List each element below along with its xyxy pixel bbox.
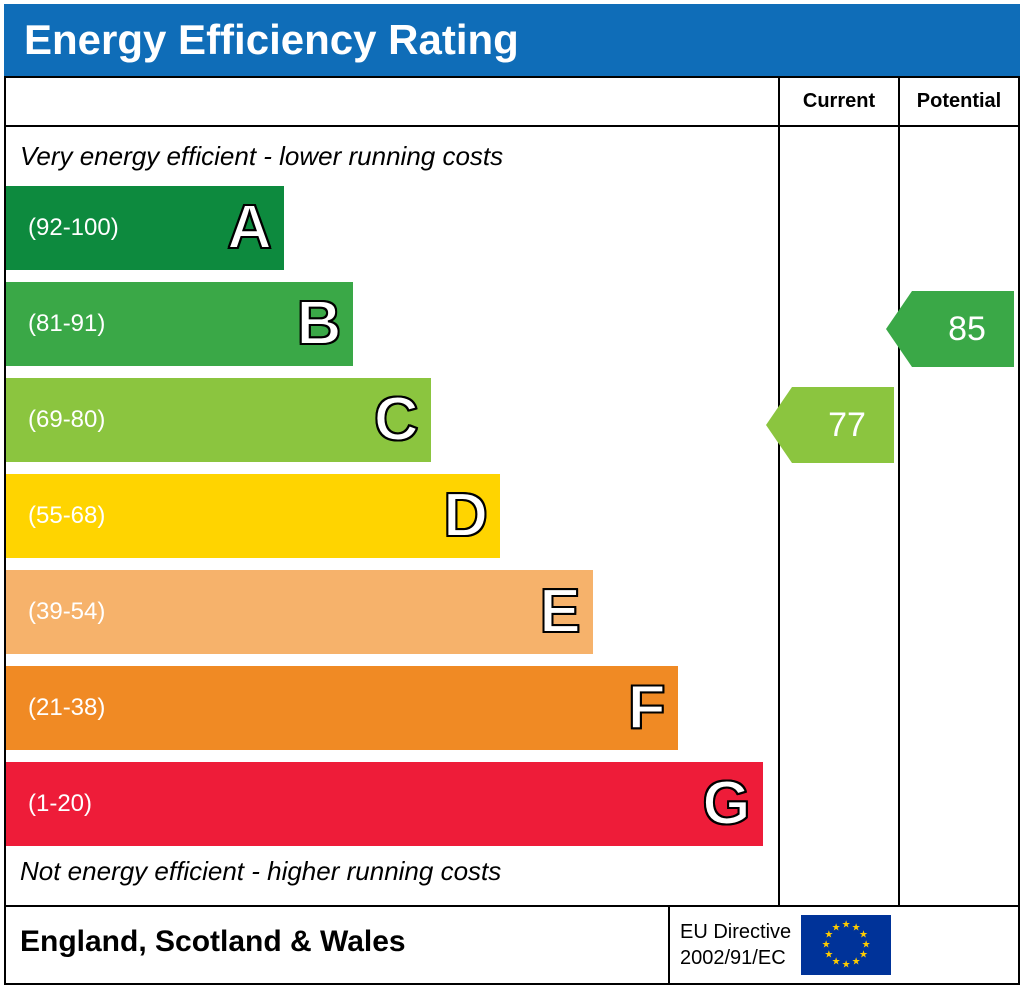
- column-potential: 85: [898, 127, 1018, 905]
- bottom-subtitle: Not energy efficient - higher running co…: [6, 852, 778, 895]
- band-row-a: (92-100) A: [6, 180, 778, 276]
- header-potential: Potential: [898, 78, 1018, 125]
- current-rating-tag-value: 77: [828, 406, 866, 445]
- bars-container: (92-100) A (81-91) B (69-80) C (55-68) D (39-54)…: [6, 180, 778, 852]
- band-bar-e: (39-54) E: [6, 570, 593, 654]
- band-range-d: (55-68): [6, 502, 105, 530]
- band-bar-a: (92-100) A: [6, 186, 284, 270]
- band-letter-f: F: [628, 677, 666, 739]
- band-bar-f: (21-38) F: [6, 666, 678, 750]
- footer-region: England, Scotland & Wales: [6, 907, 668, 983]
- band-row-c: (69-80) C: [6, 372, 778, 468]
- band-range-c: (69-80): [6, 406, 105, 434]
- band-bar-g: (1-20) G: [6, 762, 763, 846]
- band-row-b: (81-91) B: [6, 276, 778, 372]
- band-range-a: (92-100): [6, 214, 119, 242]
- top-subtitle: Very energy efficient - lower running co…: [6, 137, 778, 180]
- band-letter-c: C: [374, 389, 419, 451]
- band-row-g: (1-20) G: [6, 756, 778, 852]
- eu-star: ★: [842, 960, 851, 971]
- band-range-e: (39-54): [6, 598, 105, 626]
- chart-area: Very energy efficient - lower running co…: [6, 127, 778, 905]
- eu-flag-icon: ★★★★★★★★★★★★: [801, 915, 891, 975]
- band-bar-c: (69-80) C: [6, 378, 431, 462]
- directive-text: EU Directive 2002/91/EC: [680, 919, 791, 971]
- epc-chart: Energy Efficiency Rating Current Potenti…: [0, 0, 1024, 989]
- title-bar: Energy Efficiency Rating: [4, 4, 1020, 76]
- eu-star: ★: [822, 940, 831, 951]
- band-bar-d: (55-68) D: [6, 474, 500, 558]
- band-letter-a: A: [227, 197, 272, 259]
- band-range-g: (1-20): [6, 790, 92, 818]
- header-spacer: [6, 78, 778, 125]
- eu-star: ★: [832, 922, 841, 933]
- header-current: Current: [778, 78, 898, 125]
- directive-line2: 2002/91/EC: [680, 945, 791, 971]
- band-row-d: (55-68) D: [6, 468, 778, 564]
- current-rating-tag: 77: [792, 387, 894, 463]
- band-letter-g: G: [702, 773, 750, 835]
- body-row: Very energy efficient - lower running co…: [6, 127, 1018, 905]
- band-range-b: (81-91): [6, 310, 105, 338]
- band-bar-b: (81-91) B: [6, 282, 353, 366]
- band-range-f: (21-38): [6, 694, 105, 722]
- eu-star: ★: [852, 957, 861, 968]
- eu-star: ★: [842, 920, 851, 931]
- potential-rating-tag: 85: [912, 291, 1014, 367]
- footer-row: England, Scotland & Wales EU Directive 2…: [6, 905, 1018, 983]
- column-current: 77: [778, 127, 898, 905]
- band-row-e: (39-54) E: [6, 564, 778, 660]
- header-row: Current Potential: [6, 78, 1018, 127]
- eu-star: ★: [824, 950, 833, 961]
- band-letter-b: B: [297, 293, 342, 355]
- potential-rating-tag-value: 85: [948, 310, 986, 349]
- band-letter-d: D: [443, 485, 488, 547]
- footer-directive: EU Directive 2002/91/EC ★★★★★★★★★★★★: [668, 907, 1018, 983]
- band-letter-e: E: [539, 581, 580, 643]
- band-row-f: (21-38) F: [6, 660, 778, 756]
- directive-line1: EU Directive: [680, 919, 791, 945]
- chart-box: Current Potential Very energy efficient …: [4, 76, 1020, 985]
